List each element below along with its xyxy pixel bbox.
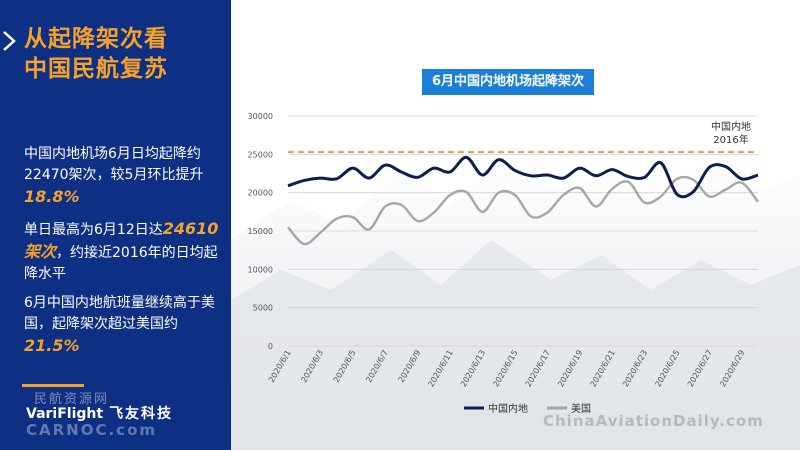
y-tick-label: 30000 bbox=[248, 112, 273, 121]
reference-label-line-1: 中国内地 bbox=[711, 120, 751, 133]
x-tick-label: 2020/6/19 bbox=[556, 349, 584, 389]
legend-label-us: 美国 bbox=[571, 402, 591, 415]
insight-3-text: 6月中国内地航班量继续高于美国，起降架次超过美国约 bbox=[24, 295, 215, 332]
x-tick-label: 2020/6/3 bbox=[299, 349, 325, 385]
page-title-line-2: 中国民航复苏 bbox=[24, 56, 168, 82]
x-tick-label: 2020/6/23 bbox=[621, 349, 649, 389]
insight-paragraph-1: 中国内地机场6月日均起降约22470架次，较5月环比提升 18.8% bbox=[24, 144, 224, 209]
insight-1-highlight: 18.8% bbox=[24, 187, 80, 206]
page-title-line-1: 从起降架次看 bbox=[24, 26, 168, 52]
x-tick-label: 2020/6/13 bbox=[459, 349, 487, 389]
x-tick-label: 2020/6/27 bbox=[686, 348, 714, 388]
insight-paragraph-3: 6月中国内地航班量继续高于美国，起降架次超过美国约 21.5% bbox=[24, 293, 224, 358]
sidebar-panel: 从起降架次看 中国民航复苏 中国内地机场6月日均起降约22470架次，较5月环比… bbox=[0, 0, 231, 450]
chart-panel: 6月中国内地机场起降架次 0 5000 10000 15000 20000 25000 30… bbox=[231, 0, 800, 450]
y-tick-label: 5000 bbox=[253, 304, 273, 313]
divider bbox=[22, 384, 84, 387]
legend-label-china: 中国内地 bbox=[488, 402, 528, 415]
chart-title: 6月中国内地机场起降架次 bbox=[422, 69, 595, 95]
page-title: 从起降架次看 中国民航复苏 bbox=[24, 24, 168, 84]
x-tick-label: 2020/6/29 bbox=[718, 349, 746, 389]
brand-name-cn: 飞友科技 bbox=[109, 406, 174, 422]
watermark-carnoc: CARNOC.com bbox=[26, 421, 158, 439]
y-tick-label: 25000 bbox=[248, 150, 273, 159]
series-line-us bbox=[287, 175, 759, 246]
series-line-china bbox=[287, 155, 759, 199]
x-tick-label: 2020/6/11 bbox=[426, 349, 454, 389]
insight-1-text: 中国内地机场6月日均起降约22470架次，较5月环比提升 bbox=[24, 146, 204, 183]
watermark-chinaaviationdaily: ChinaAviationDaily.com bbox=[543, 412, 764, 430]
x-tick-label: 2020/6/7 bbox=[364, 349, 390, 385]
insight-paragraph-2: 单日最高为6月12日达24610架次，约接近2016年的日均起降水平 bbox=[24, 218, 224, 285]
brand-name-en: VariFlight bbox=[26, 406, 104, 422]
insight-2-suffix: ，约接近2016年的日均起降水平 bbox=[24, 245, 218, 282]
x-tick-label: 2020/6/21 bbox=[589, 349, 617, 389]
y-tick-label: 0 bbox=[268, 342, 273, 351]
reference-label-line-2: 2016年 bbox=[713, 133, 748, 146]
x-tick-label: 2020/6/5 bbox=[332, 349, 358, 385]
y-tick-label: 20000 bbox=[248, 189, 273, 198]
x-tick-label: 2020/6/25 bbox=[653, 349, 681, 389]
brand-logo: VariFlight 飞友科技 bbox=[26, 403, 173, 423]
x-tick-label: 2020/6/9 bbox=[397, 349, 423, 385]
insight-2-highlight: 24610架次 bbox=[24, 219, 219, 261]
y-tick-label: 15000 bbox=[248, 227, 273, 236]
x-tick-label: 2020/6/17 bbox=[524, 349, 552, 389]
insight-2-prefix: 单日最高为6月12日达 bbox=[24, 222, 163, 238]
y-tick-label: 10000 bbox=[248, 265, 273, 274]
x-tick-label: 2020/6/1 bbox=[267, 349, 293, 385]
chevron-right-icon bbox=[3, 31, 16, 51]
watermark-carnoc-cn: 民航资源网 bbox=[34, 392, 110, 407]
insight-3-highlight: 21.5% bbox=[24, 336, 80, 355]
x-tick-label: 2020/6/15 bbox=[491, 349, 519, 389]
